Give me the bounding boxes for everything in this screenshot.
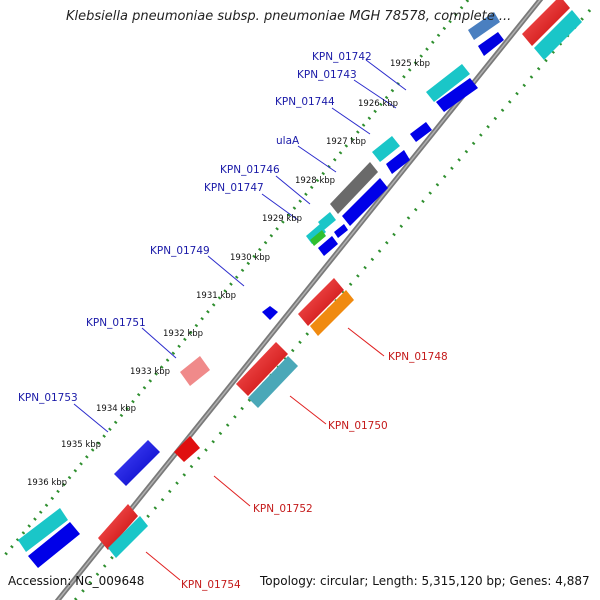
forward-genes [18,12,504,568]
gene-arrow[interactable] [522,0,570,46]
gene-label-forward[interactable]: KPN_01746 [220,164,280,176]
gene-arrow[interactable] [534,10,582,60]
gene-label-forward[interactable]: KPN_01743 [297,69,357,81]
gene-arrow[interactable] [18,508,68,552]
gene-arrow[interactable] [306,224,326,244]
forward-leaders [73,59,407,433]
gene-label-reverse[interactable]: KPN_01754 [181,579,241,591]
gene-arrow[interactable] [334,224,348,238]
scale-label: 1928 kbp [295,176,335,186]
gene-arrow[interactable] [262,306,278,320]
gene-arrow[interactable] [372,136,400,162]
gene-label-forward[interactable]: KPN_01751 [86,317,146,329]
gene-label-forward[interactable]: KPN_01753 [18,392,78,404]
gene-arrow[interactable] [426,64,470,102]
gene-label-forward[interactable]: KPN_01742 [312,51,372,63]
scale-label: 1936 kbp [27,478,67,488]
gene-label-forward[interactable]: KPN_01744 [275,96,335,108]
scale-label: 1932 kbp [163,329,203,339]
reverse-leaders [145,327,385,581]
reverse-genes [98,0,582,558]
gene-arrow[interactable] [236,342,288,396]
accession-text: Accession: NC_009648 [8,574,145,588]
gene-arrow[interactable] [468,12,500,40]
scale-label: 1926 kbp [358,99,398,109]
scale-label: 1930 kbp [230,253,270,263]
gene-label-forward[interactable]: KPN_01747 [204,182,264,194]
gene-arrow[interactable] [436,78,478,112]
gene-arrow[interactable] [386,150,410,174]
scale-label: 1925 kbp [390,59,430,69]
gene-arrow[interactable] [98,504,138,550]
gene-label-reverse[interactable]: KPN_01748 [388,351,448,363]
gene-label-forward[interactable]: ulaA [276,135,300,147]
gene-arrow[interactable] [108,516,148,558]
scale-label: 1933 kbp [130,367,170,377]
gene-arrow[interactable] [318,212,336,230]
gene-label-reverse[interactable]: KPN_01750 [328,420,388,432]
gene-arrow[interactable] [318,236,338,256]
scale-label: 1934 kbp [96,404,136,414]
gene-label-forward[interactable]: KPN_01749 [150,245,210,257]
scale-label: 1927 kbp [326,137,366,147]
scale-label: 1935 kbp [61,440,101,450]
scale-label: 1931 kbp [196,291,236,301]
topology-text: Topology: circular; Length: 5,315,120 bp… [260,574,590,588]
gene-arrow[interactable] [310,230,326,246]
gene-arrow[interactable] [248,356,298,408]
gene-arrow[interactable] [410,122,432,142]
gene-arrow[interactable] [478,32,504,56]
tick-track-inner [3,0,470,556]
gene-arrow[interactable] [28,522,80,568]
gene-arrow[interactable] [298,278,344,326]
gene-arrow[interactable] [114,440,160,486]
scale-label: 1929 kbp [262,214,302,224]
gene-arrow[interactable] [174,436,200,462]
gene-arrow[interactable] [342,178,388,226]
gene-label-reverse[interactable]: KPN_01752 [253,503,313,515]
gene-arrow[interactable] [180,356,210,386]
map-title: Klebsiella pneumoniae subsp. pneumoniae … [66,9,512,24]
gene-arrow[interactable] [310,290,354,336]
gene-arrow[interactable] [330,162,378,214]
